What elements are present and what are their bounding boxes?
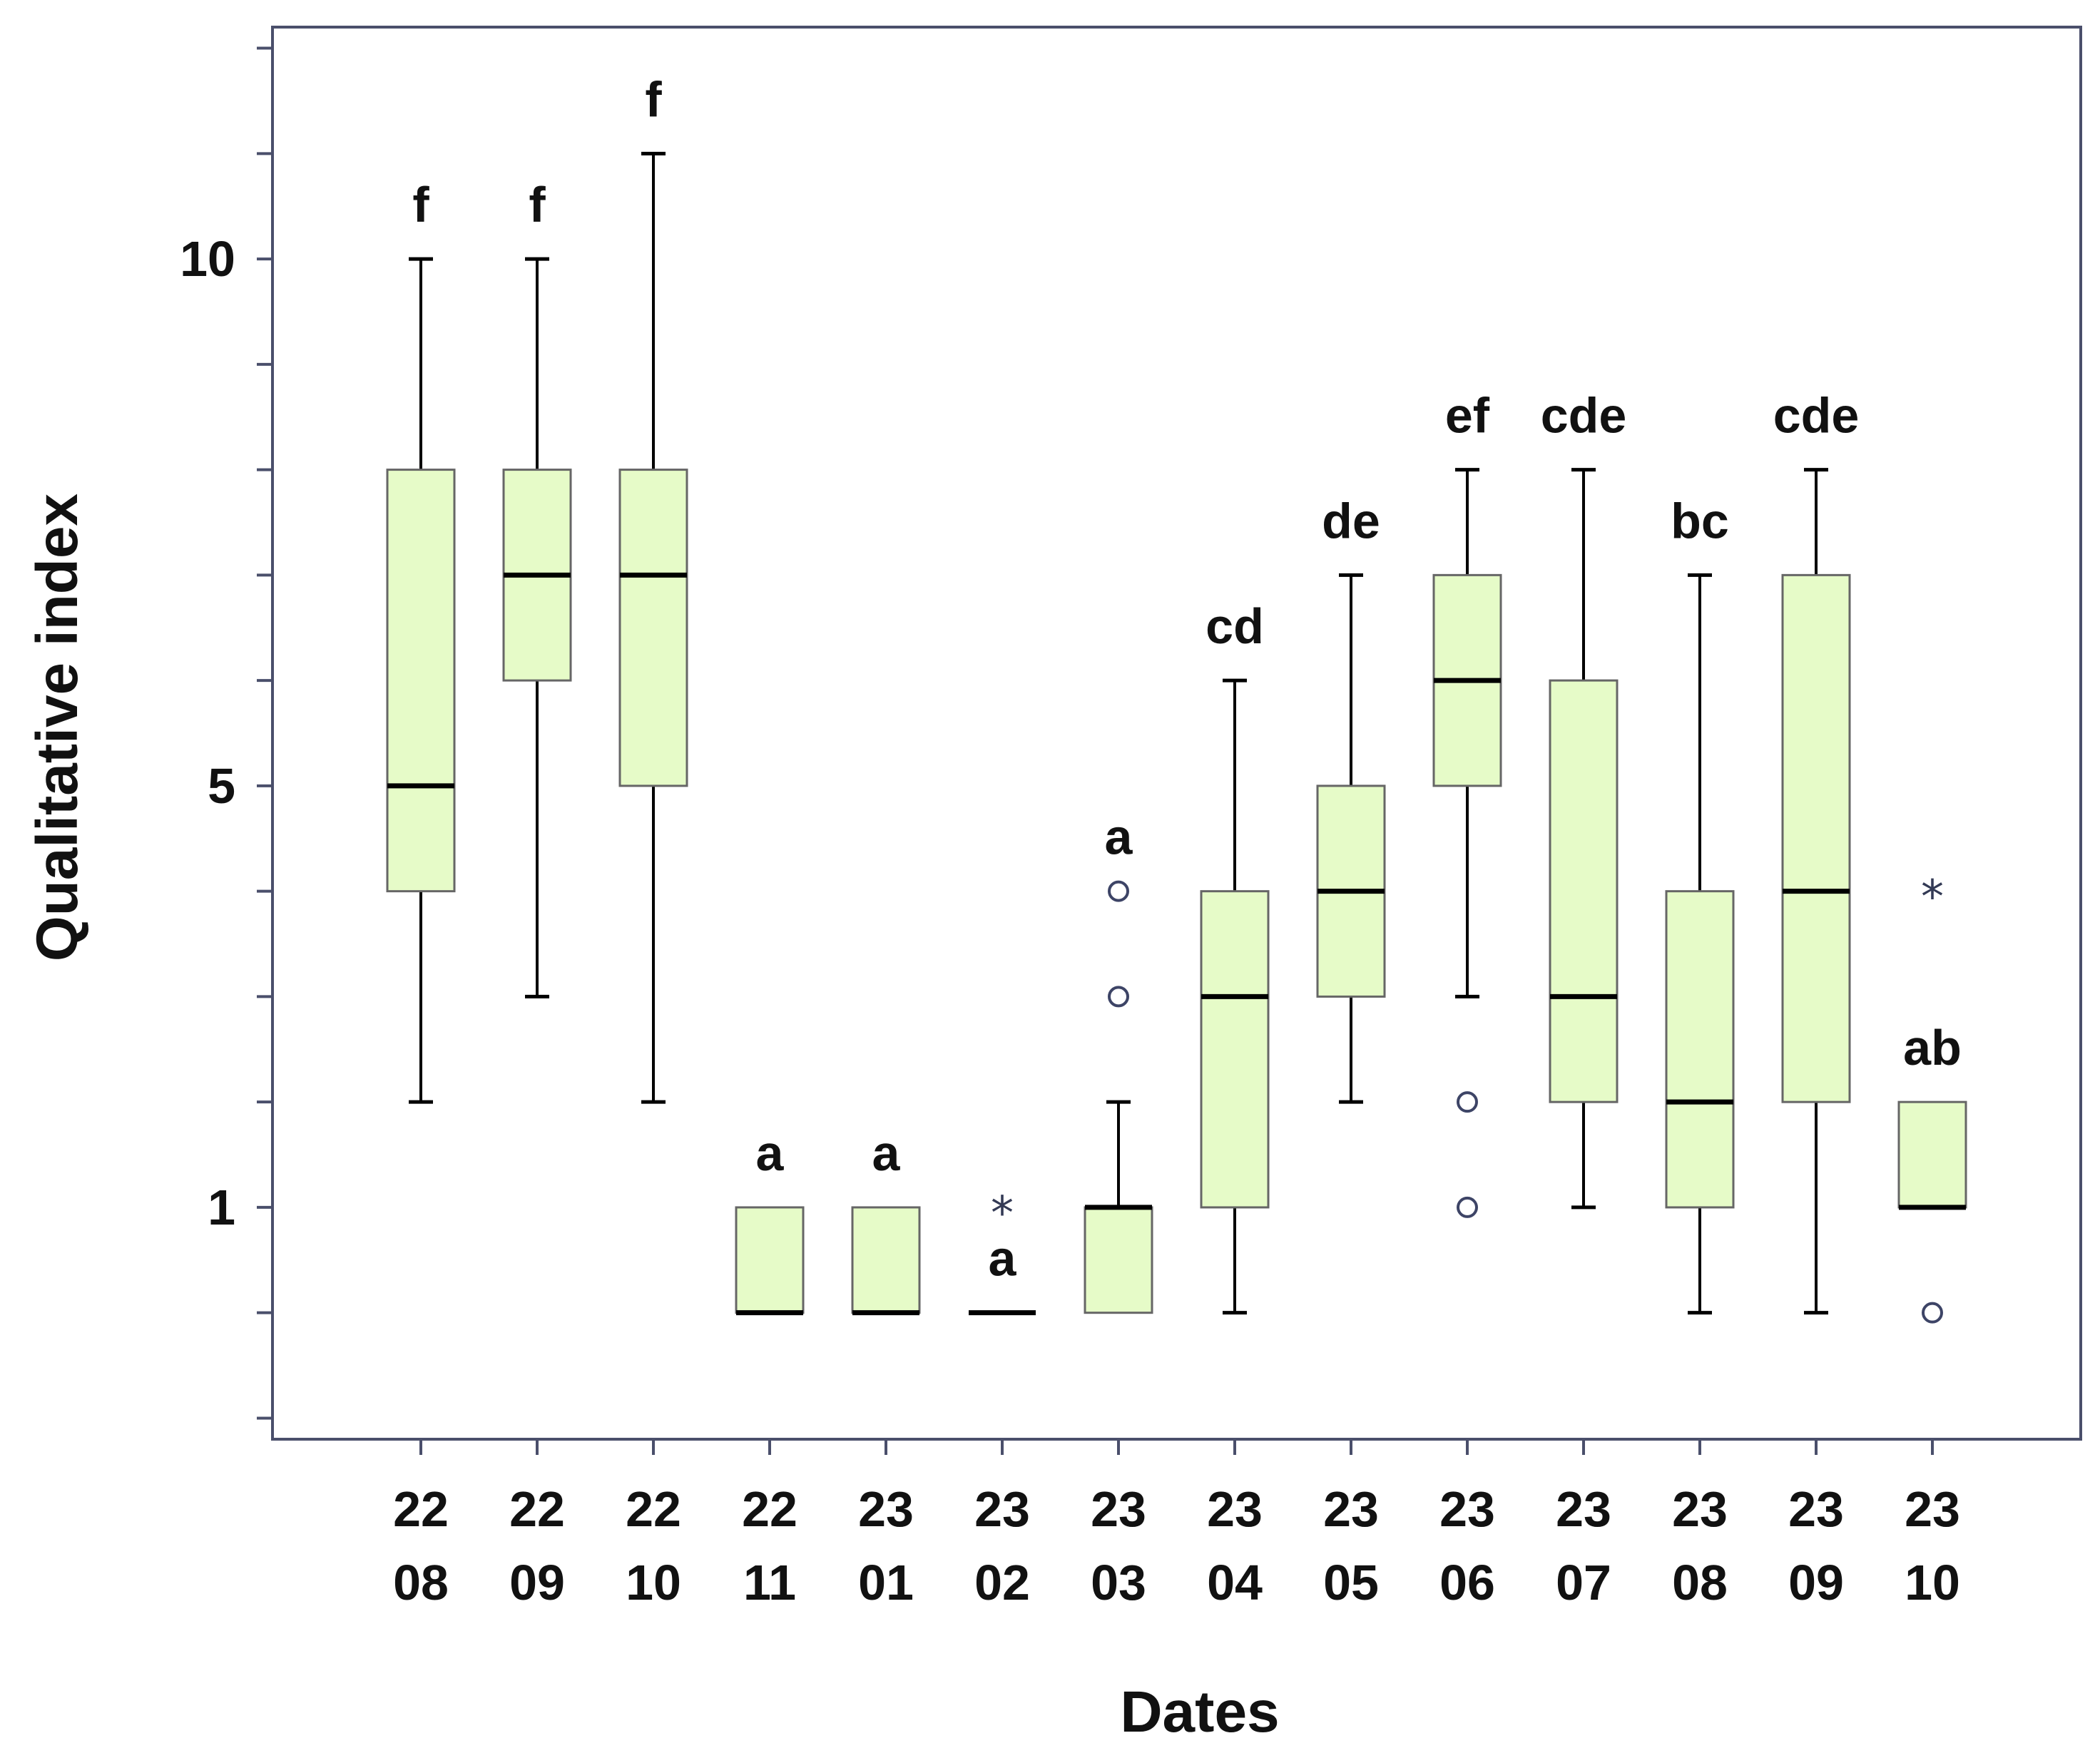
group-letter: a (989, 1231, 1017, 1287)
group-letter: f (412, 177, 429, 232)
iqr-box (618, 469, 688, 787)
box-22-09 (502, 257, 572, 998)
x-tick-label-year: 23 (974, 1481, 1030, 1537)
y-tick-label: 10 (180, 231, 235, 287)
x-tick-label-month: 06 (1439, 1555, 1495, 1610)
group-letter: ab (1903, 1020, 1962, 1075)
extreme-point: * (1921, 872, 1944, 924)
box-23-07 (1549, 468, 1619, 1210)
iqr-box (1897, 1100, 1967, 1209)
group-letter: cd (1206, 598, 1264, 654)
x-tick-label-month: 11 (743, 1555, 796, 1610)
group-letter: f (529, 177, 546, 232)
x-tick-label-month: 04 (1207, 1555, 1263, 1610)
x-tick-label-year: 23 (1091, 1481, 1146, 1537)
y-tick-label: 1 (208, 1180, 235, 1235)
x-tick-label-year: 23 (1788, 1481, 1844, 1537)
box-23-03 (1084, 880, 1153, 1314)
iqr-box (851, 1206, 921, 1314)
box-23-05 (1316, 573, 1386, 1104)
x-tick-label-month: 01 (858, 1555, 914, 1610)
box-23-08 (1665, 573, 1735, 1315)
x-tick-label-year: 23 (1905, 1481, 1960, 1537)
group-letter: a (1105, 809, 1133, 865)
x-tick-label-year: 22 (626, 1481, 681, 1537)
outlier-point (1457, 1196, 1478, 1218)
group-letter: a (756, 1125, 785, 1181)
group-letter: f (645, 71, 662, 127)
box-22-10 (618, 151, 688, 1104)
x-tick-label-month: 07 (1556, 1555, 1611, 1610)
iqr-box (1665, 890, 1735, 1209)
x-tick-label-year: 23 (1556, 1481, 1611, 1537)
x-tick-label-year: 23 (1672, 1481, 1728, 1537)
x-tick-label-month: 02 (974, 1555, 1030, 1610)
iqr-box (735, 1206, 805, 1314)
x-tick-label-year: 23 (1439, 1481, 1495, 1537)
tick-labels: 1 5 10 22 08 22 09 22 10 22 11 23 01 23 02 23 03 23 04 23 05… (180, 231, 1960, 1610)
iqr-box (1200, 890, 1270, 1209)
x-tick-label-month: 03 (1091, 1555, 1146, 1610)
extreme-point: * (991, 1187, 1014, 1240)
box-23-04 (1200, 678, 1270, 1315)
iqr-box (1781, 573, 1851, 1103)
x-tick-label-year: 23 (858, 1481, 914, 1537)
y-axis-ticks (257, 46, 272, 1420)
group-letter: a (872, 1125, 901, 1181)
iqr-box (386, 469, 456, 893)
x-tick-label-year: 22 (393, 1481, 449, 1537)
box-22-11 (735, 1206, 805, 1316)
box-22-08 (386, 257, 456, 1104)
outlier-point (1922, 1302, 1943, 1324)
x-tick-label-year: 22 (742, 1481, 797, 1537)
box-23-01 (851, 1206, 921, 1316)
x-tick-label-month: 09 (509, 1555, 565, 1610)
box-23-02: * (969, 1187, 1036, 1316)
box-23-10: * (1897, 872, 1967, 1324)
box-23-06 (1432, 468, 1502, 1218)
y-tick-label: 5 (208, 758, 235, 814)
group-letter: ef (1445, 388, 1490, 444)
x-tick-label-month: 10 (1905, 1555, 1960, 1610)
outlier-point (1108, 986, 1129, 1008)
x-tick-label-month: 08 (393, 1555, 449, 1610)
outlier-point (1457, 1091, 1478, 1113)
group-letter: cde (1541, 388, 1627, 444)
group-letter: bc (1671, 493, 1729, 548)
x-tick-label-month: 10 (626, 1555, 681, 1610)
x-tick-label-month: 08 (1672, 1555, 1728, 1610)
box-series: ** (386, 151, 1967, 1324)
x-tick-label-month: 05 (1323, 1555, 1379, 1610)
x-tick-label-month: 09 (1788, 1555, 1844, 1610)
box-23-09 (1781, 468, 1851, 1315)
x-tick-label-year: 23 (1323, 1481, 1379, 1537)
y-axis-title: Qualitative index (25, 494, 90, 961)
x-axis-title: Dates (1120, 1680, 1279, 1744)
group-letter: cde (1773, 388, 1860, 444)
iqr-box (1549, 679, 1619, 1103)
iqr-box (1084, 1206, 1153, 1314)
group-letter: de (1322, 493, 1380, 548)
outlier-point (1108, 880, 1129, 902)
x-axis-ticks (419, 1439, 1934, 1455)
x-tick-label-year: 22 (509, 1481, 565, 1537)
x-tick-label-year: 23 (1207, 1481, 1263, 1537)
plot-frame (271, 26, 2082, 1441)
